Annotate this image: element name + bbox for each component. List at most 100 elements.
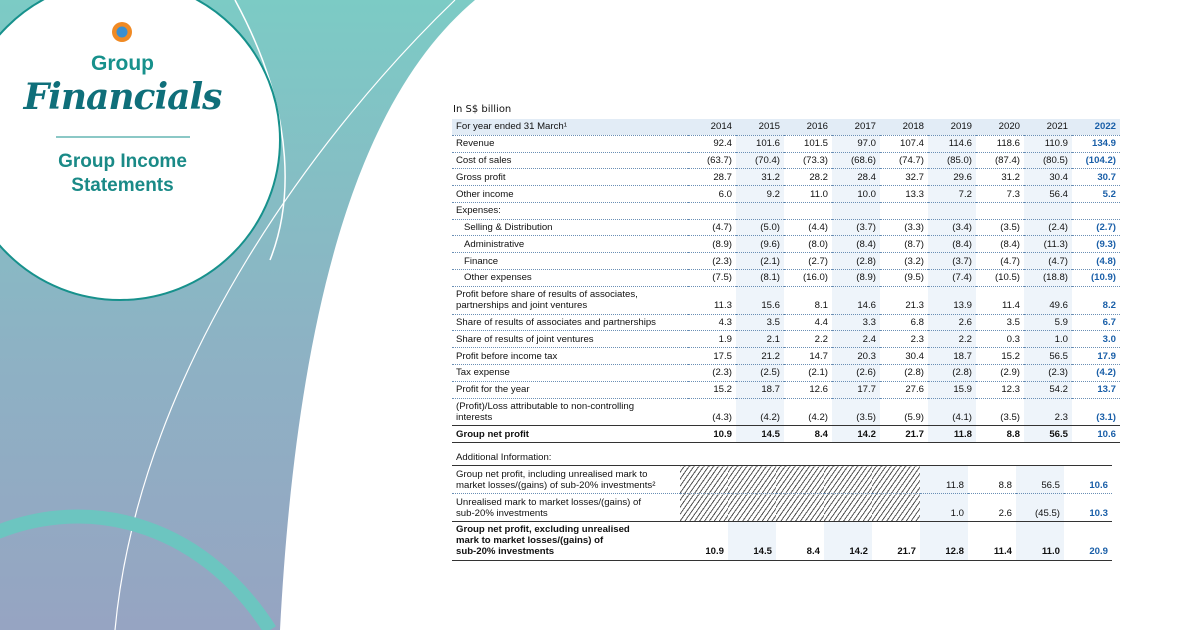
value: 30.4 (880, 347, 928, 365)
value: 27.6 (880, 381, 928, 399)
row: Revenue 92.4 101.6 101.5 97.0 107.4 114.6 118.6… (452, 135, 1120, 153)
value: 32.7 (880, 168, 928, 187)
value: 2.4 (832, 330, 880, 349)
row-label: Profit before share of results of associ… (452, 286, 688, 315)
row-label: Gross profit (452, 168, 688, 187)
value: (2.3) (688, 252, 736, 271)
value: (2.5) (736, 364, 784, 382)
value: 110.9 (1024, 135, 1072, 153)
value: 8.8 (976, 425, 1024, 444)
value: 21.3 (880, 286, 928, 315)
value: (8.0) (784, 235, 832, 254)
value: (3.1) (1072, 398, 1120, 427)
row-label: Finance (452, 252, 688, 271)
value: 101.5 (784, 135, 832, 153)
value: 3.0 (1072, 330, 1120, 349)
empty-cell (1024, 202, 1072, 220)
value: 14.6 (832, 286, 880, 315)
row: Gross profit 28.7 31.2 28.2 28.4 32.7 29.6 31.2… (452, 168, 1120, 187)
value: 21.7 (880, 425, 928, 444)
value: 6.0 (688, 185, 736, 203)
hatched-cell (776, 465, 824, 495)
year: 2020 (976, 119, 1024, 136)
value: (9.6) (736, 235, 784, 254)
row: Group net profit, including unrealised m… (452, 465, 1112, 495)
year: 2016 (784, 119, 832, 136)
value: (4.8) (1072, 252, 1120, 271)
row-label: Administrative (452, 235, 688, 254)
value: (4.7) (976, 252, 1024, 271)
value: 21.7 (872, 520, 920, 561)
value: 10.6 (1072, 425, 1120, 444)
value: (74.7) (880, 152, 928, 170)
value: (2.9) (976, 364, 1024, 382)
value: (104.2) (1072, 152, 1120, 170)
value: 11.8 (920, 465, 968, 495)
value: (2.8) (832, 252, 880, 271)
row: Selling & Distribution (4.7) (5.0) (4.4) (3.… (452, 219, 1120, 237)
value: (3.7) (928, 252, 976, 271)
row-label: Share of results of joint ventures (452, 330, 688, 349)
value: 54.2 (1024, 381, 1072, 399)
value: (8.9) (832, 269, 880, 287)
value: 3.5 (736, 314, 784, 332)
value: 6.7 (1072, 314, 1120, 332)
value: (2.3) (688, 364, 736, 382)
value: 2.6 (968, 493, 1016, 522)
value: (2.1) (736, 252, 784, 271)
value: 2.1 (736, 330, 784, 349)
value: 10.3 (1064, 493, 1112, 522)
value: 15.2 (976, 347, 1024, 365)
value: 92.4 (688, 135, 736, 153)
row: Profit before income tax 17.5 21.2 14.7 20.3… (452, 347, 1120, 365)
value: (2.7) (1072, 219, 1120, 237)
value: (2.6) (832, 364, 880, 382)
value: 11.0 (784, 185, 832, 203)
value: 1.0 (1024, 330, 1072, 349)
row: Other expenses (7.5) (8.1) (16.0) (8.9) (9.5)… (452, 269, 1120, 287)
year: 2014 (688, 119, 736, 136)
hatched-cell (728, 465, 776, 495)
title: Group (91, 52, 154, 75)
hatched-cell (728, 493, 776, 522)
value: (63.7) (688, 152, 736, 170)
value: 1.0 (920, 493, 968, 522)
section-title: Additional Information: (452, 446, 1112, 467)
value: 8.4 (784, 425, 832, 444)
row-label: Cost of sales (452, 152, 688, 170)
row-label: Expenses: (452, 202, 688, 220)
row-label: Other income (452, 185, 688, 203)
value: (7.5) (688, 269, 736, 287)
value: 12.3 (976, 381, 1024, 399)
value: 14.7 (784, 347, 832, 365)
value: (3.7) (832, 219, 880, 237)
value: 9.2 (736, 185, 784, 203)
value: 56.5 (1024, 425, 1072, 444)
value: (2.7) (784, 252, 832, 271)
year: 2017 (832, 119, 880, 136)
value: (5.9) (880, 398, 928, 427)
value: 15.2 (688, 381, 736, 399)
value: 101.6 (736, 135, 784, 153)
value: (4.4) (784, 219, 832, 237)
value: 11.3 (688, 286, 736, 315)
value: 10.9 (680, 520, 728, 561)
value: (70.4) (736, 152, 784, 170)
value: (3.5) (976, 398, 1024, 427)
value: (7.4) (928, 269, 976, 287)
row: Finance (2.3) (2.1) (2.7) (2.8) (3.2) (3.7) (4.… (452, 252, 1120, 271)
row-label: (Profit)/Loss attributable to non-contro… (452, 398, 688, 427)
value: (4.2) (1072, 364, 1120, 382)
value: (3.3) (880, 219, 928, 237)
value: 2.2 (928, 330, 976, 349)
value: 31.2 (736, 168, 784, 187)
value: (8.7) (880, 235, 928, 254)
value: 28.7 (688, 168, 736, 187)
empty-cell (976, 202, 1024, 220)
value: 6.8 (880, 314, 928, 332)
value: 8.1 (784, 286, 832, 315)
value: 20.3 (832, 347, 880, 365)
year: 2022 (1072, 119, 1120, 136)
year: 2021 (1024, 119, 1072, 136)
